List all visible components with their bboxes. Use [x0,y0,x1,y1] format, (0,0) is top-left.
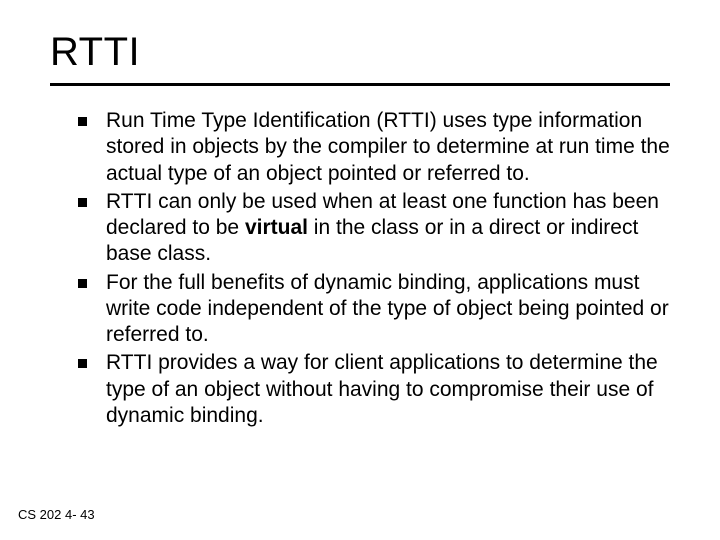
slide: RTTI Run Time Type Identification (RTTI)… [0,0,720,540]
bullet-list: Run Time Type Identification (RTTI) uses… [50,108,670,429]
list-item: RTTI can only be used when at least one … [84,189,670,268]
page-title: RTTI [50,30,670,75]
list-item: For the full benefits of dynamic binding… [84,270,670,349]
title-underline [50,83,670,86]
list-item: Run Time Type Identification (RTTI) uses… [84,108,670,187]
slide-footer: CS 202 4- 43 [18,507,95,522]
list-item: RTTI provides a way for client applicati… [84,350,670,429]
